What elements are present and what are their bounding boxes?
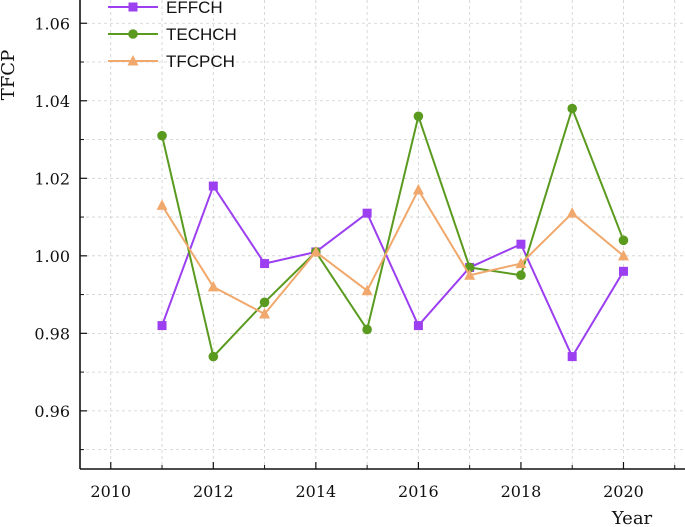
data-point-tfcpch [464,269,476,280]
series-line-effch [161,183,625,359]
data-point-tfcpch [259,307,271,319]
data-point-effch [208,181,218,191]
data-point-techch [618,235,629,246]
y-tick-label: 1.04 [34,92,70,111]
legend-marker-effch [128,2,138,12]
data-point-tfcpch [207,280,219,292]
x-tick-label: 2014 [295,482,336,501]
data-point-techch [157,130,167,141]
legend: EFFCH TECHCH TFCPCH [108,0,237,71]
data-point-effch [618,266,628,276]
data-point-effch [567,352,577,362]
tick-marks [80,22,676,469]
x-tick-label: 2016 [398,482,439,501]
data-point-tfcpch [310,245,322,257]
data-point-effch [413,321,423,331]
data-point-techch [413,111,424,122]
axes [79,0,685,470]
legend-entry-tfcpch: TFCPCH [108,52,235,71]
legend-marker-techch [128,29,138,39]
series-tfcpch [156,183,629,319]
data-point-techch [516,270,526,280]
tick-labels: 2010 2012 2014 2016 2018 2020 0.96 0.98 1.00 1.02… [34,14,643,501]
data-point-techch [208,351,219,362]
y-tick-label: 1.00 [34,247,70,266]
data-point-tfcpch [515,257,527,269]
series-lines [156,103,629,362]
y-tick-label: 0.98 [34,324,70,343]
y-tick-label: 1.02 [34,169,70,188]
data-point-effch [260,259,270,269]
legend-label-effch: EFFCH [166,0,223,17]
legend-marker-tfcpch [127,55,139,66]
legend-label-tfcpch: TFCPCH [166,52,235,71]
legend-entry-techch: TECHCH [108,25,237,44]
x-tick-label: 2010 [90,482,131,501]
data-point-techch [362,324,372,335]
grid-lines [80,0,685,469]
x-tick-label: 2018 [501,482,542,501]
data-point-tfcpch [361,284,373,296]
data-point-techch [567,103,578,114]
series-line-techch [161,105,625,359]
x-tick-label: 2020 [603,482,644,501]
y-tick-label: 1.06 [34,14,70,33]
x-tick-label: 2012 [193,482,234,501]
data-point-tfcpch [412,183,424,195]
data-point-techch [259,297,270,308]
data-point-tfcpch [566,207,578,218]
series-effch [157,181,628,362]
data-point-effch [516,239,526,249]
legend-entry-effch: EFFCH [108,0,223,17]
y-axis-title: TFCP [0,50,19,100]
data-point-effch [362,208,372,218]
data-point-tfcpch [156,199,168,210]
series-line-tfcpch [161,187,625,316]
data-point-effch [157,321,167,331]
data-point-tfcpch [617,249,629,261]
x-axis-title: Year [611,508,653,527]
y-tick-label: 0.96 [34,402,70,421]
legend-label-techch: TECHCH [166,25,237,44]
series-techch [157,103,629,362]
